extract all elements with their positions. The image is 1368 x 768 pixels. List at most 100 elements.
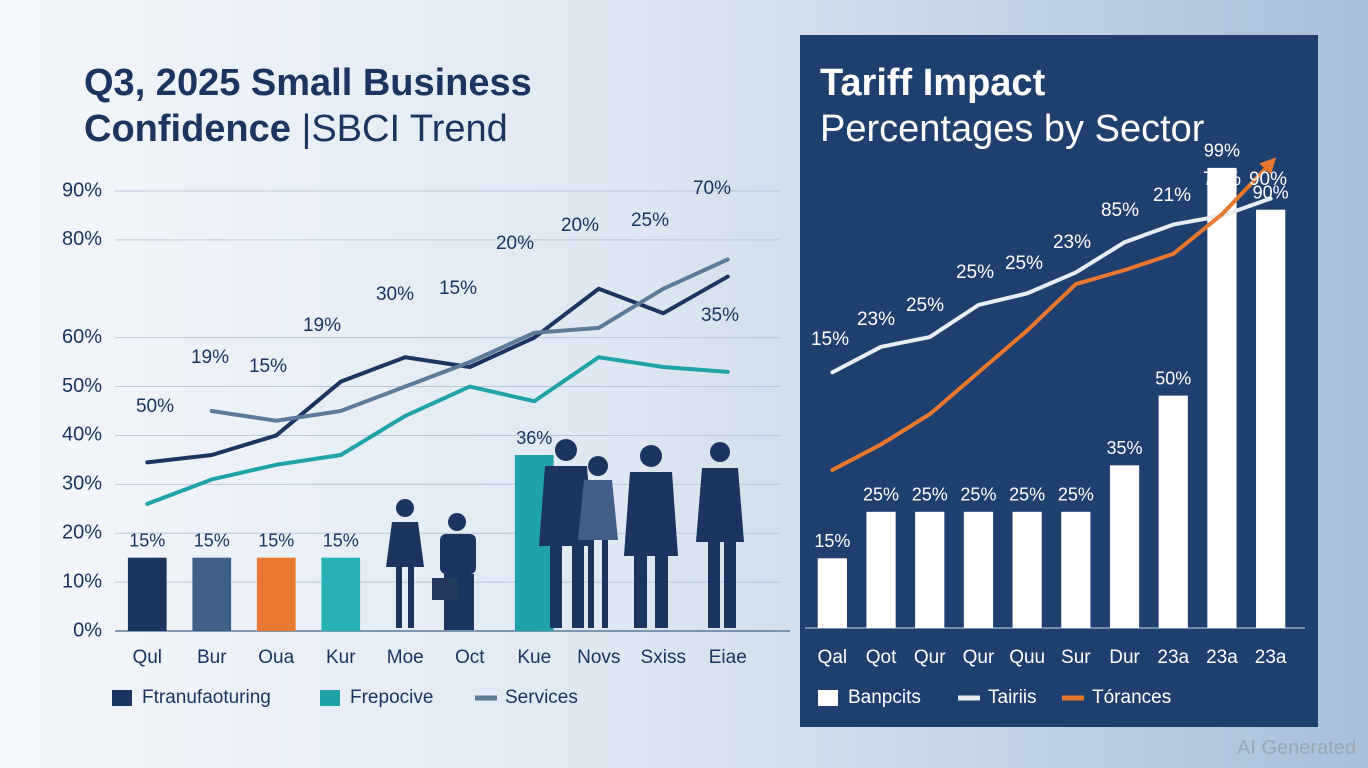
- bar: [1256, 209, 1286, 628]
- annotation: 75%: [1203, 169, 1241, 190]
- annotation: 23%: [1053, 232, 1091, 253]
- y-tick-label: 10%: [62, 570, 102, 592]
- annotation: 19%: [303, 315, 341, 336]
- bar-value-label: 90%: [1253, 182, 1289, 202]
- series-line: [830, 196, 1273, 375]
- annotation: 15%: [811, 329, 849, 350]
- legend-label: Ftranufaoturing: [142, 687, 271, 708]
- bar: [127, 557, 167, 631]
- legend-label: Tórances: [1092, 687, 1171, 708]
- y-tick-label: 30%: [62, 473, 102, 495]
- annotation: 21%: [1153, 185, 1191, 206]
- annotation: 23%: [857, 309, 895, 330]
- y-tick-label: 50%: [62, 375, 102, 397]
- bar-value-label: 25%: [912, 485, 948, 505]
- subtitle: |SBCI Trend: [301, 108, 508, 150]
- legend-label: Tairiis: [988, 687, 1037, 708]
- x-tick-label: Oua: [258, 647, 294, 668]
- bar: [1061, 511, 1091, 628]
- x-tick-label: 23a: [1206, 647, 1238, 668]
- x-tick-label: Dur: [1109, 647, 1140, 668]
- x-tick-label: Qur: [963, 647, 995, 668]
- x-tick-label: Sur: [1061, 647, 1091, 668]
- x-tick-label: Sxiss: [641, 647, 686, 668]
- y-tick-label: 40%: [62, 424, 102, 446]
- x-tick-label: Kue: [517, 647, 551, 668]
- left-title: Q3, 2025 Small Business Confidence |SBCI…: [84, 60, 644, 152]
- y-tick-label: 60%: [62, 326, 102, 348]
- legend-swatch: [112, 690, 132, 706]
- series-line: [145, 274, 730, 465]
- bar-value-label: 25%: [863, 485, 899, 505]
- bar: [1207, 167, 1237, 628]
- bar: [915, 511, 945, 628]
- bar: [817, 558, 847, 628]
- bar: [321, 557, 361, 631]
- bar-value-label: 36%: [516, 428, 552, 448]
- bar: [866, 511, 896, 628]
- annotation: 15%: [249, 356, 287, 377]
- x-tick-label: Qul: [132, 647, 162, 668]
- bar-value-label: 25%: [960, 485, 996, 505]
- legend-label: Services: [505, 687, 578, 708]
- annotation: 70%: [693, 178, 731, 199]
- bar-value-label: 50%: [1155, 368, 1191, 388]
- y-tick-label: 80%: [62, 228, 102, 250]
- bar-value-label: 15%: [194, 530, 230, 550]
- bar-value-label: 25%: [1058, 485, 1094, 505]
- x-tick-label: Qal: [818, 647, 848, 668]
- annotation: 25%: [906, 295, 944, 316]
- bar-value-label: 15%: [323, 530, 359, 550]
- annotation: 15%: [439, 278, 477, 299]
- y-tick-label: 20%: [62, 522, 102, 544]
- bar-value-label: 99%: [1204, 141, 1240, 161]
- title: Q3, 2025 Small Business Confidence: [84, 62, 532, 150]
- annotation: 30%: [376, 284, 414, 305]
- x-tick-label: Eiae: [709, 647, 747, 668]
- series-line: [209, 257, 730, 423]
- x-tick-label: Oct: [455, 647, 485, 668]
- legend-swatch: [320, 690, 340, 706]
- bar: [256, 557, 296, 631]
- bar: [963, 511, 994, 628]
- annotation: 25%: [1005, 253, 1043, 274]
- x-tick-label: 23a: [1157, 647, 1189, 668]
- annotation: 20%: [496, 233, 534, 254]
- series-line: [145, 355, 730, 506]
- x-tick-label: Qot: [866, 647, 897, 668]
- x-tick-label: Quu: [1009, 647, 1045, 668]
- bar-value-label: 35%: [1107, 438, 1143, 458]
- annotation: 85%: [1101, 200, 1139, 221]
- x-tick-label: Novs: [577, 647, 620, 668]
- annotation: 25%: [956, 262, 994, 283]
- legend-label: Banpcits: [848, 687, 921, 708]
- annotation: 20%: [561, 215, 599, 236]
- x-tick-label: Kur: [326, 647, 356, 668]
- bar: [1158, 395, 1188, 628]
- right-title: Tariff Impact Percentages by Sector: [820, 60, 1290, 152]
- people-illustration: [386, 439, 744, 630]
- legend-swatch: [818, 690, 838, 706]
- y-tick-label: 90%: [62, 179, 102, 201]
- legend-label: Frepocive: [350, 687, 433, 708]
- watermark: AI Generated: [1237, 737, 1356, 759]
- x-tick-label: 23a: [1255, 647, 1287, 668]
- annotation: 19%: [191, 347, 229, 368]
- bar: [1012, 511, 1042, 628]
- x-tick-label: Moe: [387, 647, 424, 668]
- bar-value-label: 15%: [129, 530, 165, 550]
- bar-value-label: 25%: [1009, 485, 1045, 505]
- annotation: 90%: [1249, 169, 1287, 190]
- y-tick-label: 0%: [73, 619, 102, 641]
- bar-value-label: 15%: [258, 530, 294, 550]
- bar-value-label: 15%: [814, 531, 850, 551]
- subtitle: Percentages by Sector: [820, 108, 1205, 150]
- annotation: 35%: [701, 305, 739, 326]
- bar: [1109, 465, 1140, 628]
- x-tick-label: Qur: [914, 647, 946, 668]
- title: Tariff Impact: [820, 62, 1046, 104]
- series-line: [830, 157, 1277, 472]
- annotation: 50%: [136, 396, 174, 417]
